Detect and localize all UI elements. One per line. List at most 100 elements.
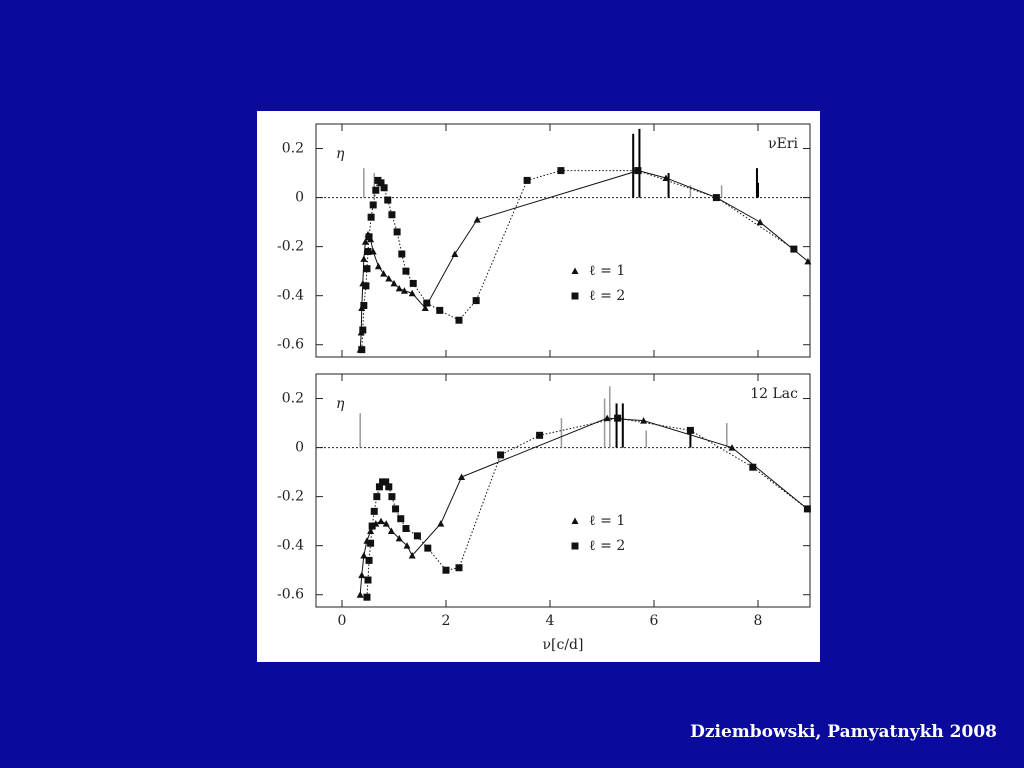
- square-marker: [367, 213, 375, 221]
- triangle-marker: [377, 517, 385, 525]
- triangle-marker: [361, 238, 369, 245]
- y-tick-label: -0.2: [277, 489, 304, 505]
- triangle-marker: [360, 551, 368, 559]
- square-marker: [397, 515, 405, 523]
- square-marker: [372, 186, 380, 194]
- plot-frame: [315, 123, 811, 358]
- square-marker: [359, 326, 367, 334]
- triangle-marker: [400, 287, 408, 294]
- triangle-marker: [387, 527, 395, 534]
- square-marker: [523, 176, 531, 184]
- x-axis-label: ν[c/d]: [543, 637, 584, 653]
- square-marker: [385, 483, 393, 491]
- y-axis-label: η: [336, 396, 345, 412]
- square-marker: [373, 493, 381, 501]
- square-marker: [364, 248, 372, 256]
- triangle-marker: [403, 542, 411, 549]
- legend-label: ℓ = 1: [589, 263, 625, 279]
- square-marker: [409, 279, 417, 287]
- triangle-marker: [360, 255, 368, 262]
- triangle-marker: [451, 250, 459, 257]
- triangle-marker: [804, 257, 812, 265]
- square-marker: [382, 478, 390, 486]
- square-marker: [388, 493, 396, 501]
- triangle-marker: [390, 279, 398, 287]
- triangle-marker: [756, 218, 764, 226]
- x-tick-label: 6: [650, 613, 659, 629]
- square-marker: [375, 483, 383, 491]
- figure-panel: [257, 111, 820, 662]
- star-name: 12 Lac: [750, 386, 798, 402]
- y-tick-label: 0.2: [282, 141, 304, 157]
- square-marker: [362, 282, 370, 290]
- square-marker: [424, 544, 432, 552]
- y-tick-label: -0.2: [277, 239, 304, 255]
- triangle-marker: [458, 473, 466, 481]
- x-tick-label: 4: [546, 613, 555, 629]
- square-marker: [413, 532, 421, 540]
- triangle-marker: [380, 270, 388, 277]
- square-marker: [634, 167, 642, 175]
- square-marker: [365, 556, 373, 564]
- square-marker: [377, 179, 385, 187]
- citation: Dziembowski, Pamyatnykh 2008: [690, 722, 997, 742]
- square-marker: [365, 233, 373, 241]
- square-marker: [455, 316, 463, 324]
- square-marker: [536, 431, 544, 439]
- square-marker: [402, 525, 410, 533]
- legend-marker: [571, 542, 579, 550]
- plot-frame: [315, 373, 811, 608]
- square-marker: [368, 522, 376, 530]
- x-tick-label: 8: [754, 613, 763, 629]
- x-tick-label: 0: [338, 613, 347, 629]
- y-tick-label: -0.4: [277, 538, 304, 554]
- square-marker: [614, 414, 622, 422]
- triangle-marker: [382, 520, 390, 527]
- square-marker: [364, 576, 372, 584]
- y-tick-label: -0.4: [277, 288, 304, 304]
- legend-label: ℓ = 1: [589, 513, 625, 529]
- x-tick-label: 2: [442, 613, 451, 629]
- square-marker: [803, 505, 811, 513]
- square-marker: [363, 265, 371, 273]
- square-marker: [392, 505, 400, 513]
- square-marker: [398, 250, 406, 258]
- triangle-marker: [437, 520, 445, 527]
- square-marker: [370, 507, 378, 515]
- triangle-marker: [473, 216, 481, 223]
- square-marker: [497, 451, 505, 459]
- y-tick-label: 0: [295, 190, 304, 206]
- triangle-marker: [408, 551, 416, 559]
- triangle-marker: [395, 284, 403, 292]
- square-marker: [369, 201, 377, 209]
- triangle-marker: [728, 444, 736, 451]
- legend-marker: [571, 517, 579, 524]
- legend-label: ℓ = 2: [589, 288, 625, 304]
- triangle-marker: [358, 571, 366, 579]
- triangle-marker: [385, 275, 393, 282]
- legend-marker: [571, 267, 579, 274]
- legend-marker: [571, 292, 579, 300]
- square-marker: [712, 194, 720, 202]
- square-marker: [455, 564, 463, 572]
- triangle-marker: [367, 527, 375, 534]
- square-marker: [436, 306, 444, 314]
- y-tick-label: -0.6: [277, 337, 304, 353]
- square-marker: [360, 301, 368, 309]
- triangle-marker: [395, 534, 403, 542]
- triangle-marker: [408, 289, 416, 297]
- square-marker: [380, 184, 388, 192]
- square-marker: [472, 297, 480, 305]
- square-marker: [686, 426, 694, 434]
- square-marker: [790, 245, 798, 253]
- triangle-marker: [374, 262, 382, 270]
- y-tick-label: 0.2: [282, 391, 304, 407]
- series-line: [361, 170, 795, 350]
- square-marker: [442, 566, 450, 574]
- square-marker: [363, 593, 371, 601]
- square-marker: [358, 346, 366, 354]
- legend-label: ℓ = 2: [589, 538, 625, 554]
- triangle-marker: [356, 591, 364, 598]
